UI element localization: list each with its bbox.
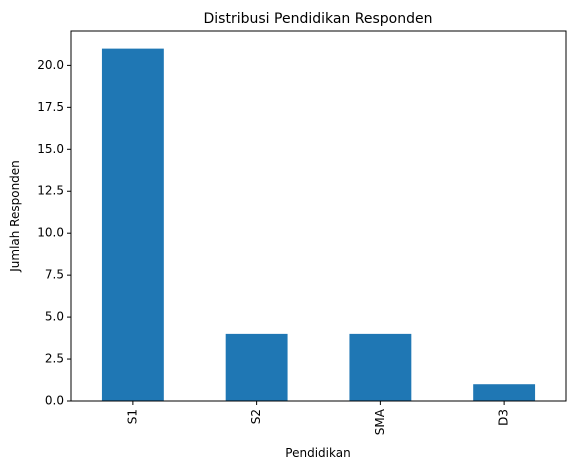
y-tick-label: 5.0 xyxy=(45,310,64,324)
plot-frame xyxy=(70,30,567,402)
y-tick-label: 20.0 xyxy=(37,58,64,72)
bar-sma xyxy=(349,333,412,401)
x-tick-label: D3 xyxy=(497,409,511,426)
y-tick-label: 7.5 xyxy=(45,268,64,282)
y-axis-ticks: 0.0 2.5 5.0 7.5 10.0 12.5 15.0 17.5 20.0 xyxy=(37,58,71,408)
y-tick-label: 15.0 xyxy=(37,142,64,156)
y-tick-label: 17.5 xyxy=(37,100,64,114)
x-tick-label: S2 xyxy=(249,409,263,424)
y-tick-label: 10.0 xyxy=(37,226,64,240)
y-tick-label: 12.5 xyxy=(37,184,64,198)
bars-group xyxy=(101,48,536,402)
chart-title: Distribusi Pendidikan Responden xyxy=(204,11,433,27)
x-axis-label: Pendidikan xyxy=(285,446,350,460)
y-axis-label: Jumlah Responden xyxy=(8,160,22,273)
x-tick-label: S1 xyxy=(125,409,139,424)
x-tick-label: SMA xyxy=(373,408,387,435)
bar-s1 xyxy=(101,48,164,402)
bar-d3 xyxy=(473,384,536,401)
bar-s2 xyxy=(225,333,288,401)
y-tick-label: 2.5 xyxy=(45,352,64,366)
y-tick-label: 0.0 xyxy=(45,394,64,408)
x-axis-ticks: S1 S2 SMA D3 xyxy=(125,401,511,435)
